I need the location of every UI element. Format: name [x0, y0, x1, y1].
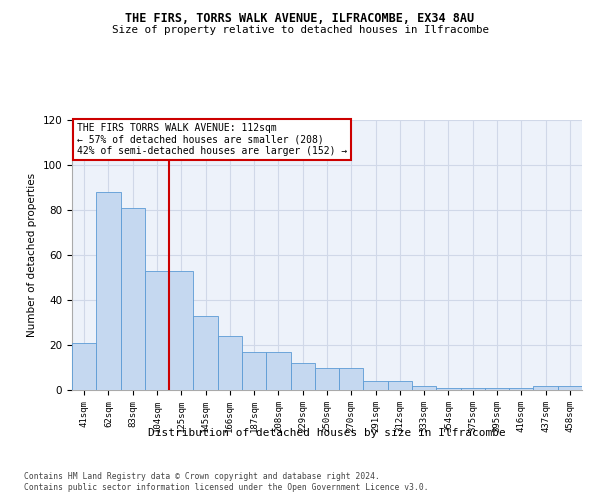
Bar: [388, 381, 412, 390]
Bar: [193, 316, 218, 390]
Bar: [145, 271, 169, 390]
Bar: [96, 192, 121, 390]
Bar: [558, 386, 582, 390]
Bar: [485, 388, 509, 390]
Text: Size of property relative to detached houses in Ilfracombe: Size of property relative to detached ho…: [112, 25, 488, 35]
Text: Distribution of detached houses by size in Ilfracombe: Distribution of detached houses by size …: [148, 428, 506, 438]
Bar: [339, 368, 364, 390]
Bar: [121, 208, 145, 390]
Bar: [412, 386, 436, 390]
Y-axis label: Number of detached properties: Number of detached properties: [27, 173, 37, 337]
Bar: [436, 388, 461, 390]
Bar: [315, 368, 339, 390]
Text: Contains HM Land Registry data © Crown copyright and database right 2024.: Contains HM Land Registry data © Crown c…: [24, 472, 380, 481]
Bar: [364, 381, 388, 390]
Bar: [169, 271, 193, 390]
Text: Contains public sector information licensed under the Open Government Licence v3: Contains public sector information licen…: [24, 483, 428, 492]
Text: THE FIRS, TORRS WALK AVENUE, ILFRACOMBE, EX34 8AU: THE FIRS, TORRS WALK AVENUE, ILFRACOMBE,…: [125, 12, 475, 26]
Bar: [509, 388, 533, 390]
Bar: [266, 352, 290, 390]
Bar: [72, 343, 96, 390]
Text: THE FIRS TORRS WALK AVENUE: 112sqm
← 57% of detached houses are smaller (208)
42: THE FIRS TORRS WALK AVENUE: 112sqm ← 57%…: [77, 122, 347, 156]
Bar: [218, 336, 242, 390]
Bar: [290, 363, 315, 390]
Bar: [533, 386, 558, 390]
Bar: [242, 352, 266, 390]
Bar: [461, 388, 485, 390]
